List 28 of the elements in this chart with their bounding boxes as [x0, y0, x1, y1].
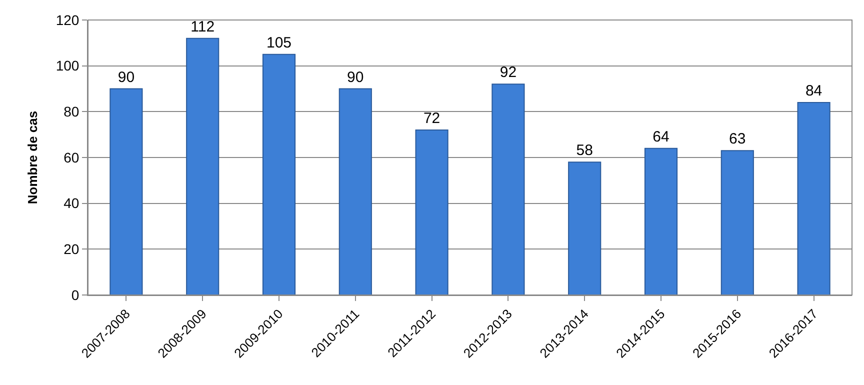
y-tick-label: 40 — [64, 195, 80, 212]
bar — [186, 38, 220, 295]
y-axis-title: Nombre de cas — [24, 110, 40, 204]
bar — [110, 88, 143, 295]
data-label: 64 — [652, 128, 670, 146]
data-label: 105 — [266, 34, 292, 52]
data-label: 90 — [347, 68, 364, 86]
bar — [568, 162, 602, 295]
bar — [338, 88, 372, 295]
data-label: 92 — [500, 64, 517, 82]
y-tick-label: 80 — [64, 104, 80, 120]
y-tick-label: 20 — [64, 241, 80, 258]
data-label: 112 — [190, 18, 215, 36]
bar — [415, 130, 448, 295]
bar — [720, 150, 754, 295]
data-label: 72 — [423, 110, 440, 127]
y-tick-label: 120 — [56, 12, 80, 28]
bar — [262, 54, 296, 295]
data-label: 84 — [805, 82, 822, 100]
bar — [797, 102, 830, 295]
bar — [644, 148, 678, 295]
data-label: 90 — [118, 68, 135, 86]
bar — [492, 84, 525, 295]
y-tick-label: 60 — [64, 149, 80, 166]
data-label: 58 — [576, 142, 593, 160]
y-tick-label: 0 — [71, 286, 80, 303]
data-label: 63 — [729, 130, 746, 148]
y-tick-label: 100 — [56, 58, 80, 74]
